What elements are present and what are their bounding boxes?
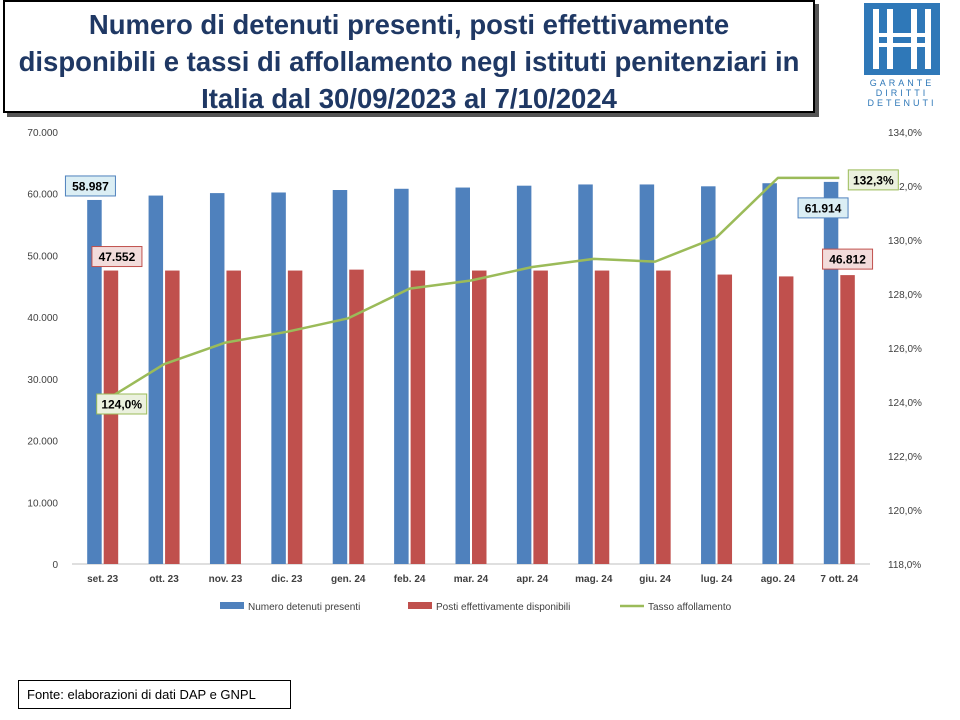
bar-posti xyxy=(287,270,303,564)
legend-swatch xyxy=(220,602,244,609)
data-callout-box xyxy=(797,197,849,219)
chart-title: Numero di detenuti presenti, posti effet… xyxy=(18,9,800,114)
line-tasso-affollamento xyxy=(102,176,840,404)
bar-detenuti xyxy=(394,188,409,564)
bar-detenuti xyxy=(762,183,777,565)
y-right-tick-label: 126,0% xyxy=(888,344,922,355)
bar-posti xyxy=(778,276,794,564)
bar-posti xyxy=(840,275,855,564)
bar-detenuti xyxy=(639,184,655,564)
bar-detenuti xyxy=(578,184,593,564)
x-tick-label: feb. 24 xyxy=(394,574,426,585)
x-tick-label: giu. 24 xyxy=(639,574,671,585)
bar-detenuti xyxy=(87,199,102,564)
source-note: Fonte: elaborazioni di dati DAP e GNPL xyxy=(18,680,291,709)
bar-posti xyxy=(594,270,610,564)
legend-label: Posti effettivamente disponibili xyxy=(436,602,570,613)
y-right-tick-label: 118,0% xyxy=(888,560,921,571)
y-left-tick-label: 50.000 xyxy=(27,251,58,262)
title-box: Numero di detenuti presenti, posti effet… xyxy=(3,0,815,114)
bar-posti xyxy=(472,270,487,564)
data-callout-label: 61.914 xyxy=(805,201,842,215)
bar-detenuti xyxy=(271,192,286,564)
data-callout-box xyxy=(847,169,899,191)
combo-chart: 0 10.000 20.000 30.000 40.000 50.000 60.000 70.… xyxy=(27,128,922,613)
legend-label: Tasso affollamento xyxy=(648,602,732,613)
bar-detenuti xyxy=(823,181,839,565)
y-left-tick-label: 40.000 xyxy=(27,313,58,324)
y-right-tick-label: 134,0% xyxy=(888,128,922,139)
y-left-tick-label: 20.000 xyxy=(27,437,58,448)
y-left-tick-label: 70.000 xyxy=(27,128,58,139)
bar-detenuti xyxy=(148,195,164,564)
data-callout-box xyxy=(64,175,116,197)
bar-posti xyxy=(103,270,119,564)
y-right-tick-label: 130,0% xyxy=(888,236,922,247)
y-right-tick-label: 124,0% xyxy=(888,398,922,409)
y-right-tick-label: 122,0% xyxy=(888,452,922,463)
bar-posti xyxy=(226,270,241,564)
bar-posti xyxy=(410,270,426,564)
x-tick-label: dic. 23 xyxy=(271,574,303,585)
y-left-tick-label: 30.000 xyxy=(27,375,58,386)
bar-detenuti xyxy=(455,187,470,564)
x-tick-label: ott. 23 xyxy=(149,574,179,585)
x-tick-label: mar. 24 xyxy=(454,574,489,585)
logo-mark-icon xyxy=(864,3,940,75)
x-tick-label: gen. 24 xyxy=(331,574,366,585)
bar-posti xyxy=(165,270,180,564)
data-callout-box xyxy=(91,246,143,268)
x-tick-label: mag. 24 xyxy=(575,574,613,585)
data-callout-label: 58.987 xyxy=(72,179,109,193)
data-callout-label: 47.552 xyxy=(99,250,136,264)
bar-posti xyxy=(349,269,364,564)
logo-line-1: GARANTE xyxy=(869,78,935,88)
y-right-tick-label: 132,0% xyxy=(888,182,922,193)
data-callout-label: 124,0% xyxy=(101,398,142,412)
y-right-tick-label: 128,0% xyxy=(888,290,922,301)
y-right-tick-label: 120,0% xyxy=(888,506,922,517)
logo-line-3: DETENUTI xyxy=(867,98,937,108)
bar-posti xyxy=(656,270,671,564)
data-callout-box xyxy=(822,248,874,270)
x-tick-label: set. 23 xyxy=(87,574,119,585)
data-callout-box xyxy=(96,393,148,415)
y-left-tick-label: 60.000 xyxy=(27,190,58,201)
garante-logo: GARANTE DIRITTI DETENUTI xyxy=(860,0,944,110)
logo-line-2: DIRITTI xyxy=(875,88,929,98)
bar-detenuti xyxy=(332,190,348,565)
y-left-tick-label: 10.000 xyxy=(27,498,58,509)
bar-detenuti xyxy=(209,193,225,564)
x-tick-label: ago. 24 xyxy=(761,574,796,585)
x-tick-label: 7 ott. 24 xyxy=(820,574,858,585)
x-tick-label: lug. 24 xyxy=(701,574,733,585)
bar-posti xyxy=(717,274,733,564)
x-tick-label: apr. 24 xyxy=(517,574,549,585)
y-left-tick-label: 0 xyxy=(52,560,58,571)
legend-label: Numero detenuti presenti xyxy=(248,602,360,613)
bar-detenuti xyxy=(701,186,716,564)
data-callout-label: 46.812 xyxy=(829,253,866,267)
bar-posti xyxy=(533,270,548,564)
data-callout-label: 132,3% xyxy=(853,173,894,187)
legend-swatch xyxy=(408,602,432,609)
x-tick-label: nov. 23 xyxy=(209,574,243,585)
bar-detenuti xyxy=(516,185,532,564)
